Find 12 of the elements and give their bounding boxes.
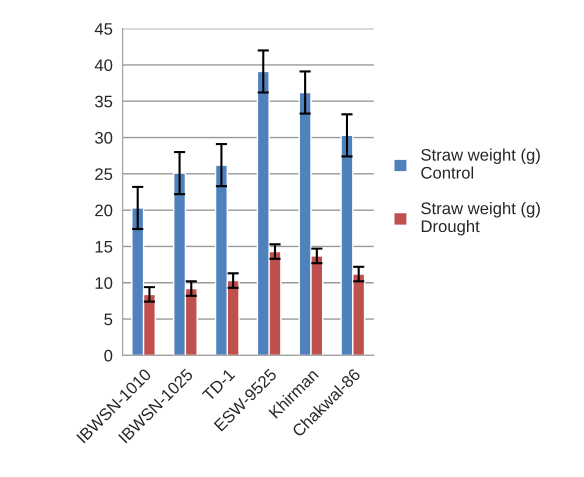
y-tick-label: 45 bbox=[94, 23, 112, 35]
y-tick-label: 25 bbox=[95, 168, 112, 180]
y-tick-label: 30 bbox=[95, 132, 112, 144]
y-tick-label: 35 bbox=[95, 96, 112, 108]
legend-label: Straw weight (g) Control bbox=[421, 148, 540, 179]
y-tick-label: 10 bbox=[96, 277, 112, 289]
y-tick-label: 0 bbox=[104, 350, 112, 362]
y-tick-label: 40 bbox=[94, 59, 112, 72]
y-tick-label: 20 bbox=[95, 204, 112, 216]
y-tick-label: 15 bbox=[96, 241, 112, 253]
y-tick-label: 5 bbox=[104, 314, 112, 326]
legend-label: Straw weight (g) Drought bbox=[421, 202, 540, 236]
